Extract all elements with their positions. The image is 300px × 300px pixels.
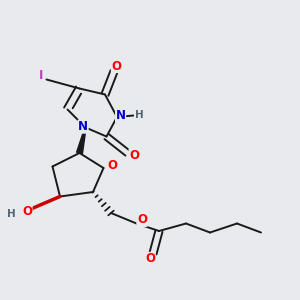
Polygon shape [76, 128, 86, 154]
Text: N: N [78, 120, 88, 133]
Text: I: I [39, 69, 43, 82]
Text: O: O [137, 213, 147, 226]
Text: H: H [7, 208, 16, 219]
Text: O: O [22, 205, 32, 218]
Text: O: O [145, 252, 155, 266]
Text: O: O [111, 59, 122, 73]
Text: O: O [129, 149, 139, 162]
Text: N: N [116, 109, 126, 122]
Text: O: O [107, 159, 117, 172]
Text: H: H [134, 110, 143, 120]
